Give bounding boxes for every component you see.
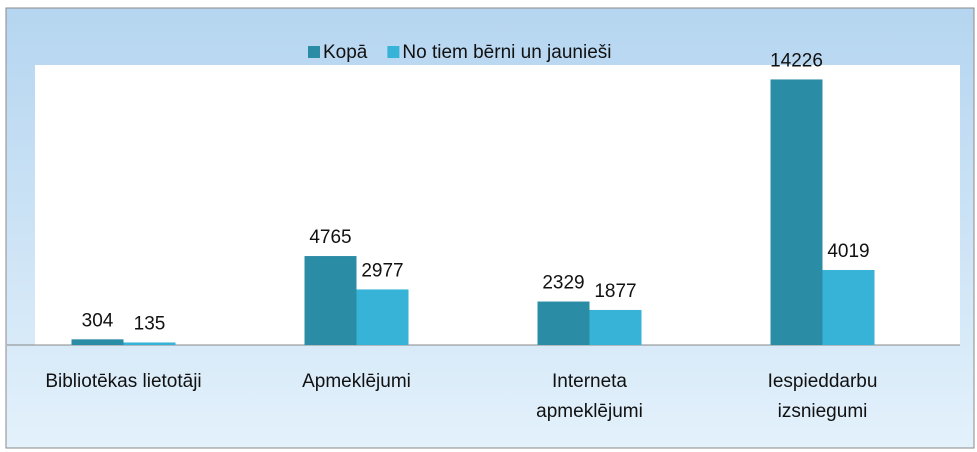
legend-label: No tiem bērni un jaunieši bbox=[402, 42, 611, 63]
data-label: 2329 bbox=[542, 273, 584, 294]
legend-label: Kopā bbox=[323, 42, 368, 63]
data-label: 4019 bbox=[827, 241, 869, 262]
bar bbox=[356, 289, 409, 345]
legend-swatch bbox=[387, 46, 400, 58]
bar bbox=[71, 339, 124, 345]
data-label: 1877 bbox=[594, 281, 636, 302]
bar bbox=[304, 256, 357, 345]
legend-swatch bbox=[308, 46, 320, 58]
x-tick-label: Iespieddarbu izsniegumi bbox=[767, 371, 878, 422]
bar bbox=[822, 269, 875, 345]
data-label: 135 bbox=[134, 313, 166, 334]
data-label: 4765 bbox=[309, 227, 351, 248]
bar bbox=[770, 79, 823, 345]
x-tick-label: Apmeklējumi bbox=[302, 371, 411, 392]
data-label: 14226 bbox=[770, 50, 823, 71]
bar bbox=[537, 301, 590, 345]
bar bbox=[589, 309, 642, 345]
bar bbox=[123, 342, 176, 345]
x-tick-label: Interneta apmeklējumi bbox=[536, 371, 643, 422]
x-tick-label: Bibliotēkas lietotāji bbox=[45, 371, 202, 392]
data-label: 2977 bbox=[361, 260, 403, 281]
data-label: 304 bbox=[82, 310, 114, 331]
